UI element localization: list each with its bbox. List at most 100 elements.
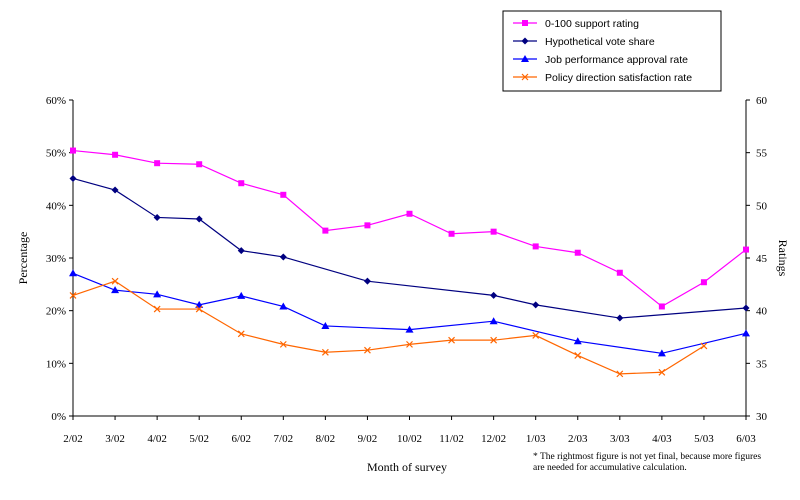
data-point [657, 349, 666, 357]
chart-legend: 0-100 support rating Hypothetical vote sh… [502, 10, 722, 92]
legend-label: Policy direction satisfaction rate [545, 72, 692, 84]
series-2 [69, 269, 750, 357]
data-point [70, 147, 76, 154]
data-point [574, 352, 582, 359]
series-line [72, 272, 747, 354]
data-point [195, 215, 203, 223]
legend-label: Hypothetical vote share [545, 36, 655, 48]
legend-item: Hypothetical vote share [513, 36, 655, 48]
y2-tick-label: 55 [756, 148, 768, 160]
data-point [363, 277, 371, 285]
x-tick-label: 3/02 [105, 433, 125, 445]
footnote-line-1: * The rightmost figure is not yet final,… [533, 452, 762, 462]
data-point [69, 291, 77, 299]
x-tick-label: 5/02 [189, 433, 209, 445]
data-point [700, 279, 707, 286]
data-point [521, 73, 529, 81]
x-axis-title: Month of survey [367, 460, 447, 474]
chart-ticks: 0% 10% 20% 30% 40% 50% 60% 30 35 40 45 50 55 60 2/02 3/… [46, 95, 768, 445]
legend-item: 0-100 support rating [513, 18, 639, 30]
data-point [532, 331, 540, 339]
data-point [153, 305, 161, 313]
y-tick-label: 50% [46, 148, 66, 160]
data-point [448, 230, 455, 237]
data-point [616, 314, 624, 322]
x-tick-label: 11/02 [439, 433, 464, 445]
data-point [195, 305, 203, 313]
x-tick-label: 10/02 [397, 433, 422, 445]
data-point [112, 151, 119, 158]
data-point [700, 342, 708, 350]
data-point [489, 317, 498, 325]
data-point [521, 37, 529, 45]
y2-axis-title: Ratings [776, 240, 790, 277]
chart-series [69, 147, 750, 378]
data-point [532, 243, 539, 250]
x-tick-label: 2/02 [63, 433, 83, 445]
x-tick-label: 7/02 [274, 433, 294, 445]
y2-tick-label: 35 [756, 358, 768, 370]
legend-item: Policy direction satisfaction rate [513, 72, 692, 84]
y-tick-label: 20% [46, 306, 66, 318]
data-point [406, 340, 413, 348]
legend-item: Job performance approval rate [513, 54, 688, 66]
data-point [153, 213, 161, 221]
data-point [521, 55, 529, 62]
y-tick-label: 60% [46, 95, 66, 107]
x-tick-label: 4/03 [652, 433, 672, 445]
data-point [364, 346, 371, 354]
data-point [111, 186, 119, 194]
data-point [616, 370, 624, 378]
data-point [616, 269, 623, 276]
x-tick-label: 12/02 [481, 433, 506, 445]
data-point [154, 160, 161, 167]
x-tick-label: 8/02 [316, 433, 336, 445]
data-point [743, 246, 749, 253]
x-tick-label: 6/03 [736, 433, 756, 445]
data-point [279, 253, 287, 261]
series-3 [69, 277, 708, 378]
data-point [742, 329, 750, 337]
x-tick-label: 9/02 [358, 433, 378, 445]
data-point [742, 304, 750, 312]
x-tick-label: 3/03 [610, 433, 630, 445]
data-point [573, 337, 582, 345]
data-point [448, 336, 455, 344]
data-point [153, 290, 162, 298]
legend-label: 0-100 support rating [545, 18, 639, 30]
footnote: * The rightmost figure is not yet final,… [533, 452, 798, 474]
y2-tick-label: 40 [756, 306, 768, 318]
y2-tick-label: 50 [756, 200, 768, 212]
data-point [237, 291, 246, 299]
data-point [658, 368, 666, 376]
series-1 [69, 174, 750, 322]
series-line [72, 280, 705, 375]
data-point [238, 180, 245, 187]
y-tick-label: 30% [46, 253, 66, 265]
data-point [405, 325, 414, 333]
series-line [72, 177, 747, 319]
data-point [111, 277, 119, 285]
data-point [280, 191, 287, 198]
data-point [532, 301, 540, 309]
series-0 [70, 147, 749, 310]
data-point [522, 20, 528, 26]
y-tick-label: 40% [46, 200, 66, 212]
data-point [195, 300, 204, 308]
data-point [237, 330, 245, 338]
data-point [364, 222, 371, 229]
x-tick-label: 1/03 [526, 433, 546, 445]
data-point [490, 336, 498, 344]
x-tick-label: 2/03 [568, 433, 588, 445]
legend-label: Job performance approval rate [545, 54, 688, 66]
data-point [279, 302, 288, 310]
x-tick-label: 4/02 [147, 433, 167, 445]
data-point [279, 340, 287, 348]
data-point [574, 249, 581, 256]
data-point [490, 291, 498, 299]
data-point [322, 227, 329, 234]
y2-tick-label: 45 [756, 253, 768, 265]
data-point [69, 174, 77, 182]
data-point [111, 286, 120, 294]
